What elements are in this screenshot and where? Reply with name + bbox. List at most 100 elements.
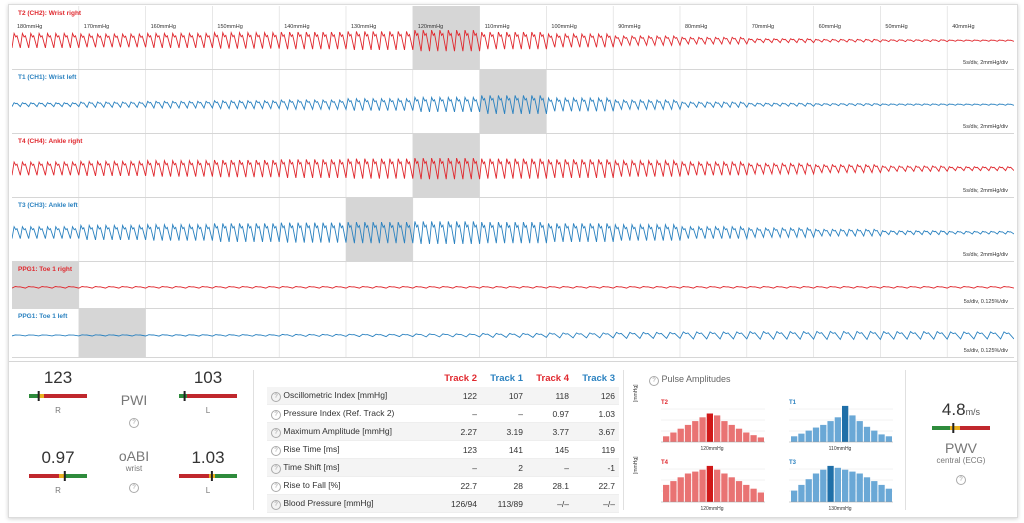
ppg-right-scale: 5s/div, 0.125%/div xyxy=(963,299,1008,305)
help-icon[interactable]: ? xyxy=(271,499,281,510)
pulse-bar xyxy=(743,432,750,442)
divider xyxy=(905,370,906,510)
cell: 122 xyxy=(435,387,481,405)
pulse-bar xyxy=(812,473,820,502)
pulse-bars-t2 xyxy=(661,408,765,443)
pwi-left-gauge xyxy=(179,391,237,401)
col-track-2: Track 2 xyxy=(444,373,477,384)
metrics-header-row: Track 2 Track 1 Track 4 Track 3 xyxy=(267,370,619,387)
pulse-bar xyxy=(849,471,856,502)
cell: 118 xyxy=(527,387,573,405)
cell: 0.97 xyxy=(527,404,573,423)
t3-label: T3 (CH3): Ankle left xyxy=(18,202,78,209)
track-ppg-left[interactable]: PPG1: Toe 1 left 5s/div, 0.125%/div xyxy=(12,309,1014,358)
pressure-step-label: 90mmHg xyxy=(618,24,640,30)
pwi-help-icon[interactable]: ? xyxy=(129,418,139,428)
results-panel: 123 R PWI ? 103 L 0.97 xyxy=(9,361,1017,518)
pulse-bar xyxy=(757,437,764,442)
help-icon[interactable]: ? xyxy=(271,409,281,420)
waveform-line xyxy=(12,330,1014,341)
pulse-bar xyxy=(750,488,757,502)
pulse-bar xyxy=(750,435,757,442)
t4-waveform xyxy=(12,134,1014,197)
pulse-chart-t3: T3 130mmHg xyxy=(785,458,895,512)
oabi-subtitle: wrist xyxy=(125,464,143,473)
t3-scale: 5s/div, 2mmHg/div xyxy=(963,252,1008,258)
pwv-title: PWV xyxy=(945,440,977,456)
track-t2[interactable]: 180mmHg 170mmHg 160mmHg 150mmHg 140mmHg 130mm… xyxy=(12,6,1014,70)
cell: 119 xyxy=(573,440,619,459)
cell: 126 xyxy=(573,387,619,405)
pressure-step-label: 130mmHg xyxy=(351,24,376,30)
pulse-bar xyxy=(721,473,728,502)
pwv-help-icon[interactable]: ? xyxy=(956,475,966,485)
help-icon[interactable]: ? xyxy=(271,427,281,438)
t2-label: T2 (CH2): Wrist right xyxy=(18,10,82,17)
pulse-bar xyxy=(827,421,834,442)
pulse-bar xyxy=(757,492,764,502)
track-ppg-right[interactable]: PPG1: Toe 1 right 5s/div, 0.125%/div xyxy=(12,262,1014,309)
row-label: Rise to Fall [%] xyxy=(283,479,341,490)
t4-scale: 5s/div, 2mmHg/div xyxy=(963,188,1008,194)
pwv-block: 4.8m/s PWV central (ECG) ? xyxy=(913,400,1009,486)
pulse-chart-t4-peak: 120mmHg xyxy=(700,506,724,512)
oabi-help-icon[interactable]: ? xyxy=(129,483,139,493)
cell: – xyxy=(481,404,527,423)
pulse-bar xyxy=(827,465,834,502)
help-icon[interactable]: ? xyxy=(271,481,281,492)
help-icon[interactable]: ? xyxy=(271,463,281,474)
pulse-bar xyxy=(728,477,735,502)
pulse-bar xyxy=(663,484,670,502)
row-label: Blood Pressure [mmHg] xyxy=(283,497,374,508)
divider xyxy=(253,370,254,510)
pulse-bar xyxy=(820,424,827,442)
pulse-bar xyxy=(714,469,721,502)
cell: – xyxy=(527,458,573,477)
pulse-bar xyxy=(692,471,699,502)
table-row: ? Time Shift [ms] – 2 – -1 xyxy=(267,458,619,477)
cell: 145 xyxy=(527,440,573,459)
pulse-bar xyxy=(684,473,692,502)
oabi-right: 0.97 R xyxy=(27,448,89,495)
row-label: Pressure Index (Ref. Track 2) xyxy=(283,407,395,418)
pulse-bar xyxy=(692,421,699,442)
pulse-bar xyxy=(677,477,684,502)
cell: 28 xyxy=(481,476,527,495)
help-icon[interactable]: ? xyxy=(271,445,281,456)
waveform-line xyxy=(12,286,1014,289)
table-row: ? Rise to Fall [%] 22.7 28 28.1 22.7 xyxy=(267,476,619,495)
pulse-bar xyxy=(677,428,684,442)
pwi-center: PWI ? xyxy=(109,392,159,429)
pulse-chart-t2-peak: 120mmHg xyxy=(700,446,724,452)
divider xyxy=(623,370,624,510)
track-t3[interactable]: T3 (CH3): Ankle left 5s/div, 2mmHg/div xyxy=(12,198,1014,262)
pulse-help-icon[interactable]: ? xyxy=(649,376,659,386)
pressure-step-label: 40mmHg xyxy=(952,24,974,30)
col-track-3: Track 3 xyxy=(582,373,615,384)
pulse-chart-t1: T1 110mmHg xyxy=(785,398,895,452)
help-icon[interactable]: ? xyxy=(271,391,281,402)
row-label: Oscillometric Index [mmHg] xyxy=(283,389,388,400)
pulse-chart-t1-peak: 110mmHg xyxy=(828,446,852,452)
pulse-bar xyxy=(856,473,863,502)
oabi-left-gauge xyxy=(179,471,237,481)
pulse-bars-t1 xyxy=(789,405,893,443)
cell: 126/94 xyxy=(435,494,481,513)
oabi-center: oABI wrist ? xyxy=(109,448,159,494)
pulse-bar xyxy=(805,430,812,442)
row-label: Rise Time [ms] xyxy=(283,443,340,454)
pwv-value: 4.8 xyxy=(941,400,966,419)
waveform-line xyxy=(12,29,1014,52)
cell: – xyxy=(435,458,481,477)
pulse-bar xyxy=(791,490,798,502)
track-t4[interactable]: T4 (CH4): Ankle right 5s/div, 2mmHg/div xyxy=(12,134,1014,198)
t1-waveform xyxy=(12,70,1014,133)
pulse-bar xyxy=(849,415,856,442)
pwi-right-side: R xyxy=(55,406,61,415)
t1-scale: 5s/div, 2mmHg/div xyxy=(963,124,1008,130)
pulse-chart-t3-peak: 130mmHg xyxy=(828,506,852,512)
track-t1[interactable]: T1 (CH1): Wrist left 5s/div, 2mmHg/div xyxy=(12,70,1014,134)
t2-scale: 5s/div, 2mmHg/div xyxy=(963,60,1008,66)
waveform-line xyxy=(12,157,1014,180)
pulse-bar xyxy=(863,426,871,442)
